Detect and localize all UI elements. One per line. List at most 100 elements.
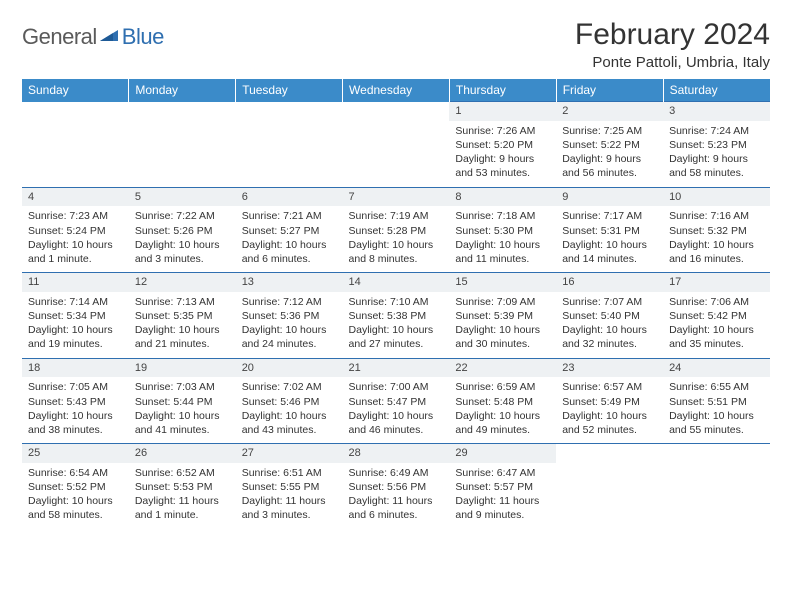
daylight-text-1: Daylight: 10 hours [28,494,123,508]
day-number-cell: 3 [663,102,770,121]
daylight-text-1: Daylight: 11 hours [455,494,550,508]
daylight-text-1: Daylight: 10 hours [455,323,550,337]
sunrise-text: Sunrise: 7:06 AM [669,295,764,309]
sunset-text: Sunset: 5:23 PM [669,138,764,152]
weekday-header: Sunday [22,79,129,102]
day-content-cell [129,121,236,187]
weekday-header: Wednesday [343,79,450,102]
day-number-cell: 12 [129,273,236,292]
day-content-cell: Sunrise: 7:06 AMSunset: 5:42 PMDaylight:… [663,292,770,358]
sunset-text: Sunset: 5:57 PM [455,480,550,494]
day-content-cell: Sunrise: 7:21 AMSunset: 5:27 PMDaylight:… [236,206,343,272]
daylight-text-2: and 6 minutes. [349,508,444,522]
day-number-cell: 20 [236,358,343,377]
day-content-cell: Sunrise: 7:09 AMSunset: 5:39 PMDaylight:… [449,292,556,358]
sunrise-text: Sunrise: 7:25 AM [562,124,657,138]
sunrise-text: Sunrise: 7:21 AM [242,209,337,223]
day-content-cell [236,121,343,187]
day-number-cell [556,444,663,463]
day-number-cell: 28 [343,444,450,463]
sunrise-text: Sunrise: 6:47 AM [455,466,550,480]
day-content-cell: Sunrise: 6:59 AMSunset: 5:48 PMDaylight:… [449,377,556,443]
sunset-text: Sunset: 5:52 PM [28,480,123,494]
daylight-text-1: Daylight: 10 hours [135,238,230,252]
sunrise-text: Sunrise: 7:18 AM [455,209,550,223]
day-number-cell [129,102,236,121]
sunrise-text: Sunrise: 7:09 AM [455,295,550,309]
daylight-text-2: and 53 minutes. [455,166,550,180]
day-content-row: Sunrise: 7:14 AMSunset: 5:34 PMDaylight:… [22,292,770,358]
daylight-text-2: and 46 minutes. [349,423,444,437]
day-content-cell: Sunrise: 6:51 AMSunset: 5:55 PMDaylight:… [236,463,343,529]
day-content-cell: Sunrise: 6:54 AMSunset: 5:52 PMDaylight:… [22,463,129,529]
daylight-text-2: and 16 minutes. [669,252,764,266]
calendar-table: Sunday Monday Tuesday Wednesday Thursday… [22,79,770,529]
daylight-text-2: and 3 minutes. [242,508,337,522]
daylight-text-1: Daylight: 9 hours [455,152,550,166]
daylight-text-2: and 3 minutes. [135,252,230,266]
day-content-cell: Sunrise: 6:49 AMSunset: 5:56 PMDaylight:… [343,463,450,529]
logo-text-2: Blue [122,24,164,50]
sunset-text: Sunset: 5:39 PM [455,309,550,323]
daylight-text-2: and 1 minute. [135,508,230,522]
day-number-row: 2526272829 [22,444,770,463]
sunrise-text: Sunrise: 7:13 AM [135,295,230,309]
day-content-cell: Sunrise: 7:00 AMSunset: 5:47 PMDaylight:… [343,377,450,443]
day-content-row: Sunrise: 7:05 AMSunset: 5:43 PMDaylight:… [22,377,770,443]
day-number-cell: 13 [236,273,343,292]
daylight-text-1: Daylight: 10 hours [562,323,657,337]
day-number-cell: 19 [129,358,236,377]
daylight-text-1: Daylight: 10 hours [669,323,764,337]
daylight-text-2: and 6 minutes. [242,252,337,266]
day-number-cell: 5 [129,187,236,206]
sunset-text: Sunset: 5:56 PM [349,480,444,494]
calendar-page: General Blue February 2024 Ponte Pattoli… [0,0,792,547]
sunset-text: Sunset: 5:31 PM [562,224,657,238]
daylight-text-1: Daylight: 10 hours [562,238,657,252]
day-content-cell: Sunrise: 6:55 AMSunset: 5:51 PMDaylight:… [663,377,770,443]
day-number-row: 123 [22,102,770,121]
daylight-text-1: Daylight: 9 hours [669,152,764,166]
day-number-cell: 8 [449,187,556,206]
sunset-text: Sunset: 5:44 PM [135,395,230,409]
sunrise-text: Sunrise: 6:54 AM [28,466,123,480]
day-content-cell: Sunrise: 7:07 AMSunset: 5:40 PMDaylight:… [556,292,663,358]
day-content-cell: Sunrise: 7:05 AMSunset: 5:43 PMDaylight:… [22,377,129,443]
daylight-text-2: and 27 minutes. [349,337,444,351]
weekday-header: Saturday [663,79,770,102]
daylight-text-1: Daylight: 10 hours [135,323,230,337]
sunset-text: Sunset: 5:30 PM [455,224,550,238]
daylight-text-2: and 56 minutes. [562,166,657,180]
sunrise-text: Sunrise: 7:16 AM [669,209,764,223]
day-number-cell [343,102,450,121]
title-block: February 2024 Ponte Pattoli, Umbria, Ita… [575,18,770,71]
weekday-header: Friday [556,79,663,102]
daylight-text-2: and 58 minutes. [669,166,764,180]
sunset-text: Sunset: 5:53 PM [135,480,230,494]
sunset-text: Sunset: 5:28 PM [349,224,444,238]
day-number-cell: 2 [556,102,663,121]
sunset-text: Sunset: 5:38 PM [349,309,444,323]
daylight-text-2: and 21 minutes. [135,337,230,351]
day-content-cell [556,463,663,529]
month-title: February 2024 [575,18,770,52]
sunset-text: Sunset: 5:40 PM [562,309,657,323]
day-content-cell: Sunrise: 7:02 AMSunset: 5:46 PMDaylight:… [236,377,343,443]
day-number-cell [22,102,129,121]
day-number-cell: 4 [22,187,129,206]
daylight-text-2: and 9 minutes. [455,508,550,522]
sunrise-text: Sunrise: 7:12 AM [242,295,337,309]
sunset-text: Sunset: 5:22 PM [562,138,657,152]
day-content-cell: Sunrise: 6:52 AMSunset: 5:53 PMDaylight:… [129,463,236,529]
day-content-cell: Sunrise: 6:57 AMSunset: 5:49 PMDaylight:… [556,377,663,443]
daylight-text-2: and 1 minute. [28,252,123,266]
day-number-cell: 23 [556,358,663,377]
logo: General Blue [22,24,164,50]
daylight-text-1: Daylight: 10 hours [349,238,444,252]
sunrise-text: Sunrise: 7:23 AM [28,209,123,223]
daylight-text-2: and 49 minutes. [455,423,550,437]
daylight-text-2: and 52 minutes. [562,423,657,437]
day-content-cell: Sunrise: 6:47 AMSunset: 5:57 PMDaylight:… [449,463,556,529]
daylight-text-1: Daylight: 10 hours [455,409,550,423]
day-content-cell: Sunrise: 7:17 AMSunset: 5:31 PMDaylight:… [556,206,663,272]
